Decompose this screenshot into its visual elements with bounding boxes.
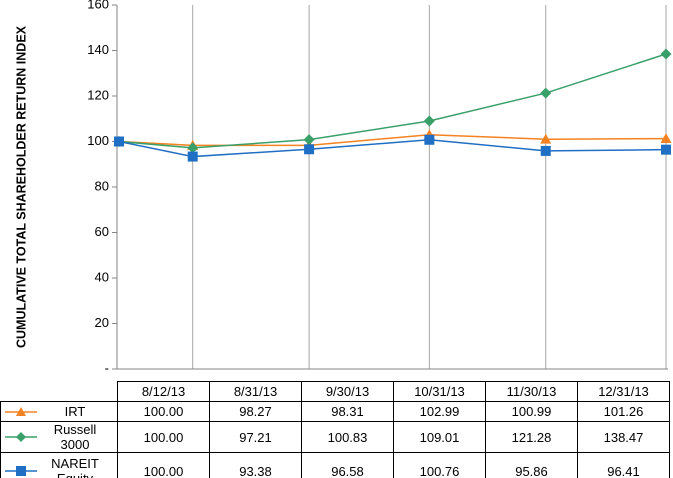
legend-cell: Russell 3000 [0,421,118,453]
value-cell: 96.58 [301,452,394,478]
series-row: IRT 100.00 98.27 98.31 102.99 100.99 101.26 [0,401,670,422]
value-cell: 93.38 [209,452,302,478]
series-line [118,133,667,147]
marker [540,145,551,156]
value-cell: 96.41 [577,452,670,478]
value-cell: 109.01 [393,421,486,453]
value-cell: 100.83 [301,421,394,453]
value-cell: 100.00 [117,401,210,422]
value-cell: 121.28 [485,421,578,453]
legend-label: NAREIT Equity [51,456,99,478]
marker [16,432,26,442]
value-cell: 100.00 [117,421,210,453]
value-cell: 102.99 [393,401,486,422]
y-tick-label: 60 [95,224,109,239]
y-tick-label: 120 [87,87,109,102]
legend-label: IRT [64,404,86,419]
legend-cell: IRT [0,401,118,422]
value-cell: 138.47 [577,421,670,453]
marker [660,133,672,144]
marker [303,134,315,146]
marker [114,136,124,147]
value-cell: 101.26 [577,401,670,422]
marker [540,133,552,144]
category-label: 8/31/13 [209,381,302,402]
y-axis-title: CUMULATIVE TOTAL SHAREHOLDER RETURN INDE… [14,25,28,348]
y-tick-label: 160 [87,0,109,11]
legend-cell: NAREIT Equity [0,452,118,478]
y-tick-label: - [105,360,109,375]
series-row: Russell 3000 100.00 97.21 100.83 109.01 121.2… [0,421,670,453]
legend-icon [5,406,37,416]
marker [424,134,435,145]
marker [304,144,315,155]
value-cell: 100.00 [117,452,210,478]
y-tick-label: 140 [87,42,109,57]
y-tick-label: 100 [87,133,109,148]
header-row: 8/12/13 8/31/13 9/30/13 10/31/13 11/30/13 12/… [0,381,670,402]
legend-entry: Russell 3000 [3,422,113,452]
value-cell: 98.31 [301,401,394,422]
marker [661,144,671,155]
value-cell: 100.99 [485,401,578,422]
data-table: 8/12/13 8/31/13 9/30/13 10/31/13 11/30/13 12/… [0,381,670,478]
chart: CUMULATIVE TOTAL SHAREHOLDER RETURN INDE… [14,0,672,375]
value-cell: 100.76 [393,452,486,478]
legend-icon [5,432,37,442]
value-cell: 97.21 [209,421,302,453]
series-row: NAREIT Equity 100.0093.3896.58100.7695.86… [0,452,670,478]
y-tick-label: 40 [95,269,109,284]
marker [16,466,26,476]
marker [540,87,552,99]
marker [16,406,26,416]
value-cell: 98.27 [209,401,302,422]
category-label: 11/30/13 [485,381,578,402]
legend-label: Russell 3000 [53,422,97,452]
value-cell: 95.86 [485,452,578,478]
series-line [118,139,667,158]
marker [187,151,198,162]
y-tick-label: 20 [95,315,109,330]
category-label: 10/31/13 [393,381,486,402]
marker [660,48,672,60]
category-label: 12/31/13 [577,381,670,402]
category-label: 8/12/13 [117,381,210,402]
legend-icon [5,466,37,476]
legend-entry: IRT [3,404,113,419]
marker [423,115,435,127]
category-label: 9/30/13 [301,381,394,402]
legend-entry: NAREIT Equity [3,456,113,478]
series-line [118,53,667,149]
y-tick-label: 80 [95,178,109,193]
marker [187,142,199,154]
corner-cell [0,381,118,402]
